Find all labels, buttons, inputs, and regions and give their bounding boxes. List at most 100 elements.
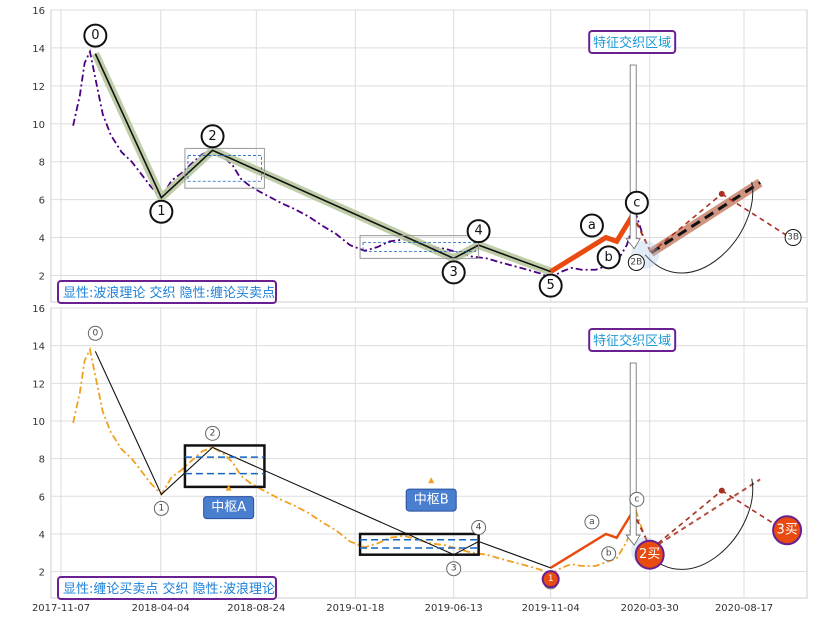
bottom-pullback-dash: [631, 510, 652, 550]
top-plot-frame: [50, 9, 808, 303]
top-feature-zone-arrow: [625, 64, 641, 250]
zhongshu-inner-box: [362, 242, 477, 252]
wave-point-label: 0: [91, 28, 99, 43]
bottom-y-tick-label: 16: [32, 304, 45, 315]
wave-point-marker: [538, 273, 563, 298]
bottom-y-tick-label: 2: [39, 568, 45, 579]
wave-point-label: c: [633, 195, 640, 210]
wave-point-label: b: [605, 250, 613, 265]
bottom-projection-curve: [644, 478, 754, 570]
bottom-caption-box: [57, 576, 277, 600]
buy-point-label: 1: [548, 574, 554, 584]
buy-point-marker: [634, 539, 665, 570]
wave-point-marker: [624, 190, 649, 215]
top-retrace-dash: [721, 193, 788, 237]
top-y-tick-label: 14: [32, 44, 45, 55]
bottom-projection-peak-dot: [718, 487, 725, 494]
wave-point-marker: [149, 199, 174, 224]
zhongshu-box: [184, 147, 265, 189]
zhongshu-label: 中枢A: [211, 500, 246, 515]
top-pullback-dash: [631, 214, 652, 254]
projection-main-dash: [650, 181, 761, 254]
buy-point-label: 3买: [776, 523, 797, 538]
x-tick-label: 2019-06-13: [425, 603, 483, 614]
wave-point-label: 1: [157, 204, 165, 219]
bottom-y-tick-label: 8: [39, 455, 45, 466]
wave-point-label: 0: [92, 328, 98, 338]
bottom-feature-zone-arrow: [625, 362, 641, 546]
zhongshu-label: 中枢B: [414, 493, 449, 508]
bottom-price-series: [72, 346, 644, 575]
wave-point-label: 2: [210, 428, 216, 438]
top-y-tick-label: 10: [32, 120, 45, 131]
zhongshu-inner-box: [187, 155, 262, 182]
bottom-projection-band: [650, 478, 761, 550]
bottom-y-tick-label: 4: [39, 530, 45, 541]
wave-point-marker: [784, 229, 802, 247]
top-y-tick-label: 2: [39, 271, 45, 282]
wave-point-marker: [584, 514, 600, 530]
top-abc-swing: [549, 213, 635, 274]
wave-point-label: 4: [474, 224, 482, 239]
x-tick-label: 2020-08-17: [715, 603, 773, 614]
top-caption-box: [57, 280, 277, 304]
wave-point-label: c: [634, 494, 639, 504]
zhongshu-pointer: [225, 484, 232, 497]
top-y-tick-label: 12: [32, 82, 45, 93]
wave-point-marker: [446, 561, 462, 577]
buy-point-marker: [772, 515, 803, 546]
wave-point-label: 3: [450, 265, 458, 280]
top-caption: 显性:波浪理论 交织 隐性:缠论买卖点: [63, 285, 275, 301]
bottom-projection-dash: [650, 490, 723, 550]
wave-point-label: 2B: [630, 257, 642, 267]
zhongshu-box: [183, 444, 266, 489]
top-y-tick-label: 8: [39, 158, 45, 169]
bottom-abc-swing: [550, 510, 634, 569]
wave-point-label: a: [588, 218, 596, 233]
x-tick-label: 2020-03-30: [621, 603, 679, 614]
top-y-tick-label: 6: [39, 196, 45, 207]
wave-point-label: 5: [547, 278, 555, 293]
wave-point-marker: [200, 124, 225, 149]
wave-point-label: b: [606, 549, 612, 559]
top-y-tick-label: 16: [32, 6, 45, 17]
wave-point-label: a: [589, 517, 595, 527]
x-tick-label: 2019-01-18: [326, 603, 384, 614]
bottom-y-tick-label: 6: [39, 492, 45, 503]
x-tick-label: 2017-11-07: [32, 603, 90, 614]
wave-point-marker: [629, 491, 645, 507]
top-feature-zone-box: [588, 30, 677, 54]
wave-point-marker: [153, 500, 169, 516]
x-tick-label: 2018-04-04: [132, 603, 190, 614]
top-projection-peak-dot: [718, 190, 725, 197]
wave-point-marker: [87, 325, 103, 341]
wave-point-marker: [601, 546, 617, 562]
wave-point-marker: [596, 245, 621, 270]
bottom-y-tick-label: 14: [32, 342, 45, 353]
wave-point-label: 1: [158, 503, 164, 513]
bottom-feature-zone-box: [588, 328, 677, 352]
top-y-tick-label: 4: [39, 234, 45, 245]
x-tick-label: 2019-11-04: [522, 603, 580, 614]
zhongshu-box: [359, 235, 480, 259]
wave-point-marker: [205, 425, 221, 441]
bottom-plot-frame: [50, 307, 808, 599]
top-feature-zone-label: 特征交织区域: [593, 35, 671, 51]
wave-point-label: 3B: [787, 233, 799, 243]
wave-point-label: 2: [208, 129, 216, 144]
wave-point-marker: [83, 23, 108, 48]
x-tick-label: 2018-08-24: [227, 603, 285, 614]
bottom-caption: 显性:缠论买卖点 交织 隐性:波浪理论: [63, 581, 275, 597]
buy-point-label: 2买: [639, 547, 660, 562]
wave-point-marker: [441, 260, 466, 285]
top-projection-dash: [650, 193, 723, 254]
bottom-y-tick-label: 10: [32, 417, 45, 428]
zhongshu-box: [358, 532, 480, 556]
wave-point-marker: [627, 253, 645, 271]
wave-point-marker: [471, 520, 487, 536]
buy-point-marker: [541, 570, 560, 589]
